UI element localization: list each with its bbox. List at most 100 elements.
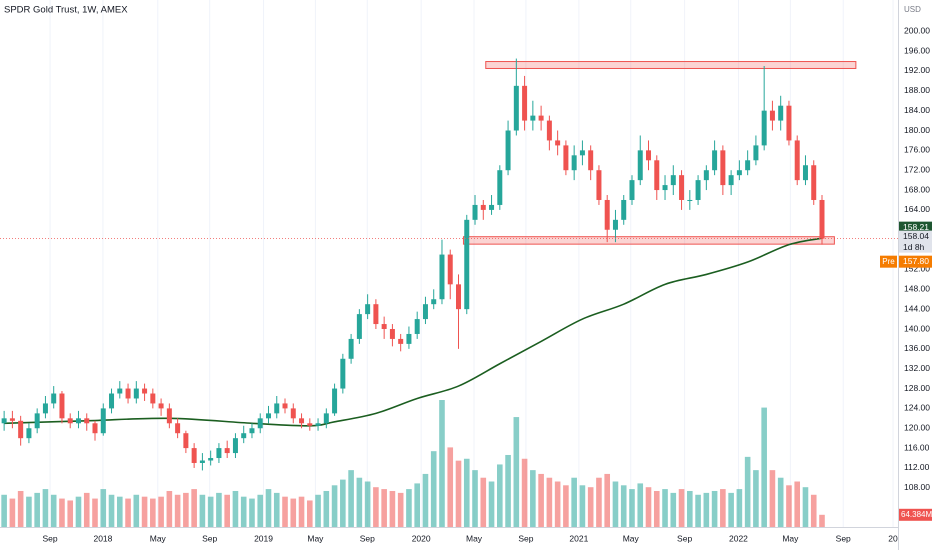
volume-bar — [819, 514, 825, 527]
candle-body — [447, 254, 453, 285]
candle-body — [365, 304, 371, 315]
volume-bar — [207, 496, 214, 527]
candle-body — [654, 160, 660, 191]
volume-bar — [340, 479, 346, 527]
candle-body — [241, 433, 247, 439]
volume-bar — [687, 490, 693, 527]
candle-body — [745, 160, 751, 171]
y-tick-label: 132.00 — [904, 363, 930, 373]
candle-body — [381, 324, 387, 330]
zone-rect — [485, 61, 857, 69]
volume-bar — [199, 494, 206, 527]
candle-body — [9, 418, 15, 421]
candle-body — [51, 393, 57, 404]
candle-body — [158, 403, 164, 409]
volume-pane — [1, 400, 825, 527]
candle-body — [59, 393, 65, 419]
y-tick-label: 144.00 — [904, 303, 930, 313]
volume-bar — [75, 496, 82, 527]
candle-body — [456, 284, 462, 310]
volume-bar — [34, 492, 40, 527]
candle-body — [92, 423, 98, 434]
y-tick-label: 164.00 — [904, 204, 930, 214]
volume-bar — [579, 485, 586, 527]
volume-bar — [373, 487, 379, 527]
volume-bar — [670, 492, 677, 527]
volume-bar — [133, 494, 140, 527]
candle-body — [348, 338, 354, 359]
volume-bar — [265, 489, 272, 527]
zone-rect — [462, 236, 835, 245]
volume-bar — [662, 489, 668, 527]
candle-body — [398, 338, 404, 344]
volume-bar — [1, 494, 7, 527]
candle-body — [142, 388, 148, 394]
volume-bar — [596, 477, 602, 527]
volume-bar — [414, 483, 420, 527]
volume-bar — [158, 496, 164, 527]
candle-body — [249, 428, 255, 434]
volume-bar — [472, 470, 478, 527]
volume-bar — [26, 496, 32, 527]
volume-bar — [59, 498, 65, 527]
candle-body — [224, 448, 230, 454]
candle-body — [109, 393, 115, 409]
volume-bar — [430, 451, 437, 527]
candle-body — [464, 219, 470, 310]
volume-bar — [422, 473, 429, 527]
volume-bar — [9, 498, 16, 527]
candle-body — [307, 423, 313, 426]
volume-bar — [389, 490, 396, 527]
volume-bar — [240, 496, 247, 527]
y-tick-label: 116.00 — [904, 442, 930, 452]
y-tick-label: 188.00 — [904, 85, 930, 95]
x-tick-label: May — [782, 533, 799, 543]
candle-body — [513, 85, 519, 131]
volume-bar — [629, 489, 635, 527]
candle-body — [637, 150, 643, 181]
volume-bar — [645, 487, 652, 527]
volume-bar — [728, 492, 734, 527]
candle-body — [555, 140, 561, 146]
x-tick-label: 2019 — [254, 533, 273, 543]
x-tick-label: Sep — [202, 533, 217, 543]
volume-last-box — [899, 508, 932, 521]
y-tick-label: 108.00 — [904, 482, 930, 492]
y-tick-label: 176.00 — [904, 145, 930, 155]
candle-body — [778, 105, 784, 121]
premarket-box — [899, 255, 932, 268]
x-tick-label: May — [150, 533, 167, 543]
candle-body — [728, 175, 734, 186]
candle-body — [26, 428, 32, 439]
volume-bar — [216, 492, 222, 527]
volume-bar — [406, 489, 412, 527]
volume-bar — [711, 490, 718, 527]
candle-body — [621, 199, 627, 220]
candle-body — [612, 219, 618, 230]
candle-body — [265, 413, 271, 419]
y-tick-label: 152.00 — [904, 264, 930, 274]
volume-bar — [513, 417, 520, 527]
prev-close-box — [899, 230, 932, 253]
volume-bar — [637, 483, 644, 527]
ma-line — [4, 237, 823, 427]
candle-body — [786, 105, 792, 141]
volume-bar — [100, 489, 107, 527]
volume-bar — [554, 481, 561, 527]
volume-bar — [786, 485, 792, 527]
volume-bar — [488, 481, 495, 527]
candle-body — [389, 329, 395, 339]
volume-bar — [653, 490, 660, 527]
y-tick-label: 136.00 — [904, 343, 930, 353]
x-tick-label: 20 — [888, 533, 898, 543]
candle-body — [505, 130, 511, 171]
candle-body — [695, 180, 701, 200]
volume-bar — [720, 489, 726, 527]
volume-bar — [249, 498, 255, 527]
volume-bar — [17, 490, 24, 527]
candles — [1, 58, 825, 471]
x-tick-label: 2022 — [729, 533, 748, 543]
candle-body — [208, 458, 214, 461]
candle-body — [42, 403, 48, 414]
candle-body — [257, 418, 263, 429]
